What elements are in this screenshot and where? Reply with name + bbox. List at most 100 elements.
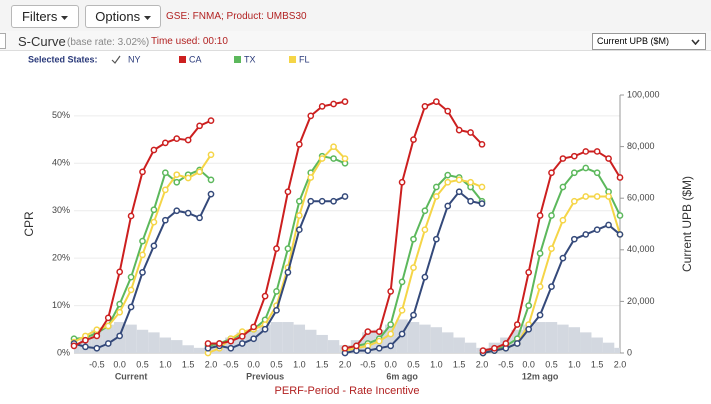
upb-bar xyxy=(208,347,214,353)
point xyxy=(139,251,146,259)
point xyxy=(364,347,372,354)
point xyxy=(525,325,533,333)
point xyxy=(116,300,124,308)
x-tick-label: -0.5 xyxy=(360,359,376,369)
point xyxy=(284,245,292,253)
x-tick-label: 0.0 xyxy=(113,359,126,369)
upb-bar xyxy=(159,337,172,353)
upb-bar xyxy=(125,324,137,353)
point xyxy=(238,340,246,347)
point xyxy=(444,202,452,210)
metric-dropdown[interactable]: Current UPB ($M) xyxy=(592,33,706,50)
point xyxy=(432,183,440,191)
point xyxy=(284,269,292,276)
base-rate: (base rate: 3.02%) xyxy=(67,37,150,48)
point xyxy=(444,178,452,186)
time-used: Time used: 00:10 xyxy=(151,36,228,47)
panel-label: 6m ago xyxy=(386,371,418,381)
upb-bar xyxy=(136,329,149,353)
upb-bar xyxy=(464,342,477,353)
point xyxy=(207,151,215,159)
point xyxy=(161,169,169,177)
point xyxy=(491,344,498,352)
x-tick-label: 1.5 xyxy=(182,359,195,369)
caret xyxy=(61,15,68,20)
legend-entry: TX xyxy=(244,54,256,64)
point xyxy=(593,169,601,177)
check-icon xyxy=(111,55,121,64)
options-text: Options xyxy=(95,9,141,24)
upb-bar xyxy=(419,324,431,353)
point xyxy=(513,321,521,328)
point xyxy=(478,183,486,191)
upb-bar xyxy=(568,327,581,353)
point xyxy=(318,155,326,162)
point xyxy=(582,193,590,200)
point xyxy=(150,242,158,250)
point xyxy=(410,235,417,243)
point xyxy=(479,347,487,354)
point xyxy=(150,218,158,226)
point xyxy=(161,186,169,194)
upb-bar xyxy=(545,322,558,353)
point xyxy=(410,136,417,143)
point xyxy=(559,155,567,162)
upb-bar xyxy=(614,347,620,353)
point xyxy=(330,100,337,108)
point xyxy=(273,287,280,295)
point xyxy=(525,302,533,309)
point xyxy=(536,283,544,290)
point xyxy=(398,178,406,186)
point xyxy=(375,344,383,352)
point xyxy=(548,169,555,177)
upb-bar xyxy=(171,340,183,353)
x-tick-label: 0.5 xyxy=(270,359,283,369)
point xyxy=(150,206,158,214)
point xyxy=(559,183,567,191)
point xyxy=(173,171,181,179)
point xyxy=(330,197,337,205)
point xyxy=(548,283,555,290)
point xyxy=(525,269,533,276)
upb-bar xyxy=(453,337,465,353)
x-tick-label: 0.5 xyxy=(407,359,420,369)
point xyxy=(502,340,510,347)
point xyxy=(341,193,349,200)
chart-header xyxy=(0,31,711,51)
point xyxy=(387,321,395,328)
y-axis-title: CPR xyxy=(22,211,36,237)
y2-tick-label: 20,000 xyxy=(627,296,655,306)
point xyxy=(116,332,124,340)
chevron xyxy=(691,39,700,45)
point xyxy=(616,212,624,219)
point xyxy=(295,197,303,205)
point xyxy=(410,311,417,319)
upb-bar xyxy=(316,334,328,353)
upb-bar xyxy=(476,347,482,353)
point xyxy=(536,250,544,257)
point xyxy=(216,340,223,347)
point xyxy=(467,178,474,186)
filters-button[interactable]: Filters xyxy=(11,5,79,28)
point xyxy=(593,148,601,155)
x-tick-label: 2.0 xyxy=(476,359,489,369)
upb-bar xyxy=(557,324,569,353)
point xyxy=(548,245,555,253)
side-tab[interactable] xyxy=(0,33,6,49)
filters-text: Filters xyxy=(21,9,58,24)
point xyxy=(478,140,486,148)
upb-bar xyxy=(74,345,80,353)
point xyxy=(250,335,258,343)
legend-swatch xyxy=(179,56,186,63)
point xyxy=(250,323,258,331)
point xyxy=(116,268,124,276)
point xyxy=(104,314,112,322)
point xyxy=(173,135,181,142)
upb-bar xyxy=(305,329,317,353)
point xyxy=(364,328,372,336)
options-button[interactable]: Options xyxy=(85,5,161,28)
point xyxy=(410,264,417,271)
point xyxy=(184,136,192,144)
x-tick-label: -0.5 xyxy=(223,359,239,369)
point xyxy=(467,197,474,205)
